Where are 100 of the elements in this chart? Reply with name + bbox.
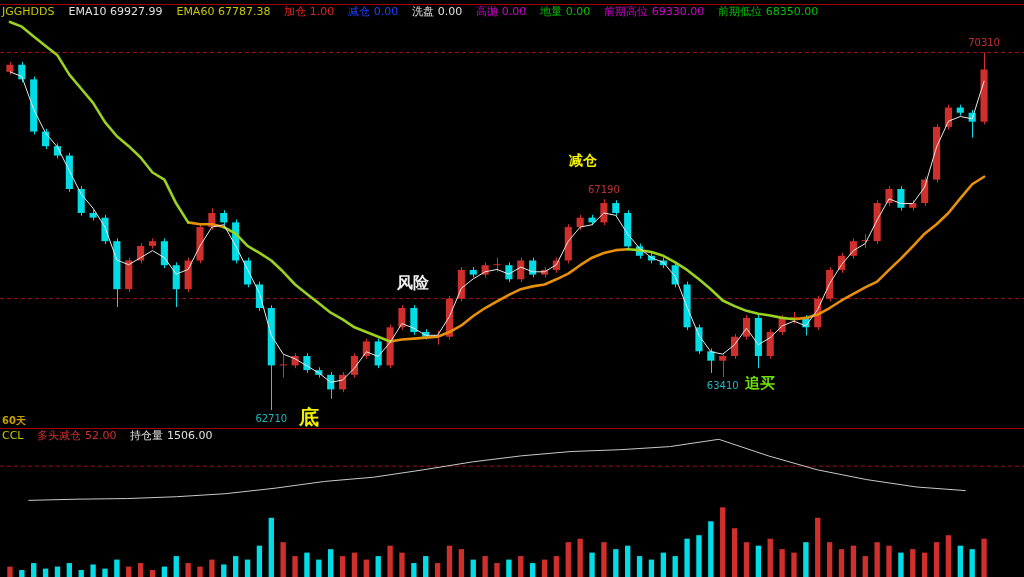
bar <box>767 538 773 577</box>
bar <box>78 570 84 577</box>
bar <box>31 563 37 577</box>
bar <box>244 559 251 577</box>
text: JGGHDDS <box>1 4 55 18</box>
candlestick <box>493 257 501 273</box>
bar <box>149 570 156 577</box>
text: 前期高位 69330.00 <box>604 4 705 18</box>
text: 地量 0.00 <box>539 4 591 18</box>
bar <box>933 542 940 577</box>
bar <box>399 552 405 577</box>
bar <box>90 564 96 577</box>
annotation: 持仓量 1506.00 <box>130 428 213 442</box>
bar <box>256 545 263 577</box>
bar <box>862 556 868 577</box>
bar <box>613 549 619 577</box>
bar <box>779 549 785 577</box>
annotation: 63410 <box>706 379 739 391</box>
bar <box>696 535 702 577</box>
bar <box>304 552 310 577</box>
bar <box>648 559 655 577</box>
bar <box>898 552 904 577</box>
text: 洗盘 0.00 <box>412 4 463 18</box>
bar <box>482 556 488 577</box>
bar <box>232 556 239 577</box>
bar <box>743 542 750 577</box>
bar <box>434 563 441 577</box>
bar <box>886 545 892 577</box>
annotation: 追买 <box>744 373 775 392</box>
bar <box>363 559 369 577</box>
bar <box>541 559 548 577</box>
bar <box>197 566 203 577</box>
bar <box>280 542 286 577</box>
bar <box>565 542 571 577</box>
bar <box>351 552 358 577</box>
bar <box>921 552 928 577</box>
text: EMA60 67787.38 <box>176 4 271 18</box>
annotation: 风险 <box>396 273 430 293</box>
annotation: 底 <box>298 405 319 430</box>
bar <box>19 570 25 577</box>
bar <box>791 552 797 577</box>
bar <box>957 545 963 577</box>
bar <box>577 538 583 577</box>
bar <box>268 517 274 577</box>
bar <box>185 563 191 577</box>
bar <box>826 542 833 577</box>
bar <box>945 535 952 577</box>
bar <box>553 556 560 577</box>
bar <box>815 517 821 577</box>
text: EMA10 69927.99 <box>68 4 163 18</box>
bar <box>339 556 346 577</box>
bar <box>731 528 738 577</box>
bar <box>387 545 393 577</box>
bar <box>470 559 476 577</box>
bar <box>209 559 215 577</box>
annotation: 多头减仓 52.00 <box>37 428 117 442</box>
bar <box>850 545 857 577</box>
bar <box>672 556 678 577</box>
bar <box>173 556 179 577</box>
bar <box>7 566 13 577</box>
bar <box>720 507 726 577</box>
bar <box>137 563 144 577</box>
bar <box>446 545 453 577</box>
bar <box>102 568 108 577</box>
candlestick <box>980 52 988 126</box>
bar <box>328 549 334 577</box>
bar <box>660 552 666 577</box>
text: 高抛 0.00 <box>476 4 527 18</box>
bar <box>292 556 298 577</box>
bar <box>66 563 73 577</box>
bar <box>625 545 631 577</box>
bar <box>838 549 845 577</box>
bar <box>708 521 714 577</box>
bar <box>755 545 762 577</box>
bar <box>969 549 975 577</box>
bar <box>375 556 381 577</box>
bar <box>518 556 524 577</box>
bar <box>684 538 690 577</box>
bar <box>803 542 809 577</box>
bar <box>874 542 880 577</box>
bar <box>316 559 322 577</box>
bar <box>411 563 417 577</box>
bar <box>506 559 512 577</box>
text: 减仓 0.00 <box>348 4 399 18</box>
bar <box>601 542 607 577</box>
bar <box>458 549 465 577</box>
annotation: 62710 <box>255 412 288 424</box>
text: 加仓 1.00 <box>284 4 335 18</box>
bar <box>589 552 595 577</box>
bar <box>494 563 500 577</box>
bar <box>636 556 643 577</box>
annotation: 67190 <box>588 183 620 195</box>
bar <box>981 538 987 577</box>
bar <box>221 564 227 577</box>
bar <box>910 549 916 577</box>
text: 前期低位 68350.00 <box>718 4 819 18</box>
annotation: 70310 <box>968 37 1000 49</box>
text: 60天 <box>2 414 27 426</box>
bar <box>114 559 120 577</box>
annotation: 减仓 <box>569 151 598 168</box>
